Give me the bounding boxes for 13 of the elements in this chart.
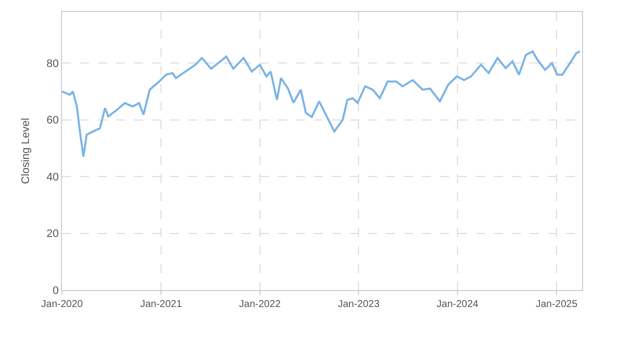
y-tick-label: 0 <box>52 284 59 297</box>
x-tick-label: Jan-2024 <box>436 299 479 310</box>
y-axis-title: Closing Level <box>20 118 32 184</box>
x-tick-label: Jan-2021 <box>140 299 182 310</box>
x-tick-label: Jan-2023 <box>338 299 380 310</box>
y-tick-label: 80 <box>46 58 59 70</box>
x-tick-label: Jan-2025 <box>536 299 578 310</box>
y-tick-label: 60 <box>46 114 59 127</box>
x-tick-label: Jan-2022 <box>239 299 282 310</box>
y-tick-label: 40 <box>46 171 59 184</box>
line-series <box>62 50 581 158</box>
y-tick-label: 20 <box>46 228 59 240</box>
x-tick-label: Jan-2020 <box>41 299 84 310</box>
